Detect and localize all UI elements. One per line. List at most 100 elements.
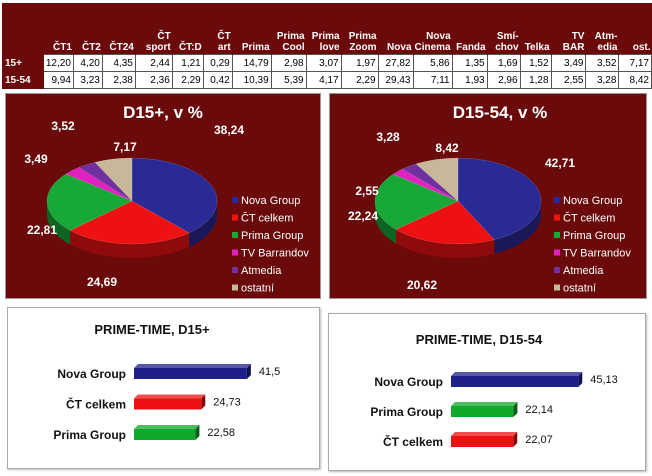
legend-swatch — [554, 284, 560, 291]
bar-side — [201, 394, 206, 410]
table-cell: 1,69 — [486, 54, 521, 72]
table-cell: 7,17 — [618, 54, 652, 72]
table-cell: 3,49 — [550, 54, 587, 72]
legend-swatch — [232, 214, 238, 221]
chart-title: D15-54, v % — [453, 103, 548, 122]
table-cell: 2,44 — [134, 54, 173, 72]
table-corner — [2, 3, 44, 55]
bar-top — [451, 372, 583, 376]
table-cell: 0,42 — [202, 71, 233, 89]
bar-value-label: 45,13 — [590, 374, 618, 386]
pie-slice — [46, 173, 133, 231]
column-header: Telka — [519, 3, 552, 55]
column-header: Atm-edia — [585, 3, 619, 55]
legend-label: Nova Group — [563, 195, 622, 207]
pie-slice — [69, 200, 190, 245]
bar-side — [195, 425, 200, 440]
pie-slice — [374, 173, 459, 230]
table-cell: 9,94 — [42, 71, 74, 89]
legend-label: Prima Group — [563, 230, 625, 242]
table-cell: 3,28 — [585, 71, 620, 89]
table-cell: 2,36 — [134, 71, 173, 89]
pie-slice — [392, 168, 459, 202]
category-label: Prima Group — [370, 405, 443, 419]
bar-panel-prime-d15: PRIME-TIME, D15+ Nova Group 41,5 ČT celkem 2… — [7, 307, 320, 469]
table-body: 15+ 12,20 4,20 4,35 2,44 1,21 0,29 14,79 2,98 3,0… — [2, 54, 652, 89]
legend-swatch — [554, 249, 560, 256]
column-header: ČT1 — [42, 3, 74, 55]
pie-data-label: 3,49 — [24, 152, 48, 166]
bar-value-label: 22,58 — [207, 427, 235, 439]
legend-label: Prima Group — [241, 230, 303, 242]
table-cell: 4,35 — [101, 54, 136, 72]
table-cell: 10,39 — [231, 71, 272, 89]
category-label: Nova Group — [374, 375, 443, 389]
pie-data-label: 2,55 — [355, 184, 379, 198]
column-header: Prima love — [305, 3, 342, 55]
legend-swatch — [232, 249, 238, 256]
table-cell: 5,86 — [412, 54, 453, 72]
bar-top — [134, 425, 200, 429]
legend-swatch — [554, 232, 560, 238]
pie-slice — [415, 157, 459, 202]
bar-side — [513, 432, 518, 447]
table-cell: 1,21 — [171, 54, 204, 72]
pie-data-label: 42,71 — [545, 156, 575, 170]
legend-label: ostatní — [241, 283, 274, 295]
table-cell: 29,43 — [377, 71, 414, 89]
pie-data-label: 22,24 — [348, 209, 378, 223]
legend-label: Atmedia — [563, 265, 604, 277]
chart-title: PRIME-TIME, D15-54 — [416, 332, 543, 347]
table-cell: 1,28 — [519, 71, 552, 89]
legend-swatch — [554, 197, 560, 203]
pie-slice — [78, 162, 133, 202]
bar-value-label: 22,14 — [525, 404, 553, 416]
legend-swatch — [232, 197, 238, 203]
table-cell: 3,23 — [72, 71, 103, 89]
bar-top — [134, 394, 206, 399]
column-header: ČT24 — [101, 3, 136, 55]
bar-panel-prime-d15-54: PRIME-TIME, D15-54 Nova Group 45,13 Prima G… — [328, 313, 646, 471]
pie-panel-d15-54: D15-54, v % 42,71 20,62 22,24 2,55 3,28 8,42 No… — [329, 93, 647, 299]
table-cell: 2,38 — [101, 71, 136, 89]
table-cell: 2,29 — [340, 71, 379, 89]
column-header: TV BAR — [550, 3, 586, 55]
table-row: 15+ 12,20 4,20 4,35 2,44 1,21 0,29 14,79 2,98 3,0… — [2, 54, 652, 72]
legend-label: ČT celkem — [241, 212, 293, 225]
pie-data-label: 24,69 — [87, 275, 117, 289]
legend-label: ČT celkem — [563, 212, 615, 225]
table-cell: 1,35 — [451, 54, 488, 72]
legend-label: TV Barrandov — [241, 248, 309, 260]
chart-title: PRIME-TIME, D15+ — [94, 322, 210, 337]
column-header: ČT sport — [134, 3, 173, 55]
pie-data-label: 38,24 — [214, 123, 244, 137]
table-cell: 2,98 — [270, 54, 307, 72]
pie-slice-side — [70, 230, 190, 258]
column-header: ost. — [618, 3, 652, 55]
pie-slice-side — [395, 229, 495, 258]
category-label: Prima Group — [53, 428, 126, 442]
chart-title: D15+, v % — [123, 103, 203, 122]
table-header-row: ČT1 ČT2 ČT24 ČT sport ČT:D ČT art Prima Prima C… — [2, 3, 652, 55]
table-cell: 1,97 — [340, 54, 379, 72]
pie-slice-side — [47, 201, 71, 245]
table-cell: 4,20 — [72, 54, 103, 72]
column-header: Nova — [377, 3, 413, 55]
pie-data-label: 22,81 — [27, 223, 57, 237]
bar-value-label: 41,5 — [259, 366, 280, 378]
bar-side — [513, 402, 518, 417]
bar-value-label: 24,73 — [213, 397, 241, 409]
legend-swatch — [232, 232, 238, 238]
bar-side — [578, 372, 583, 387]
bar — [134, 398, 202, 410]
table-cell: 2,96 — [486, 71, 521, 89]
bar-side — [246, 364, 251, 379]
table-cell: 7,11 — [412, 71, 453, 89]
column-header: Smí-chov — [486, 3, 521, 55]
table-cell: 1,93 — [451, 71, 488, 89]
bar-chart-prime-d15-54: PRIME-TIME, D15-54 Nova Group 45,13 Prima G… — [370, 332, 618, 449]
legend-swatch — [232, 284, 238, 291]
pie-slice — [131, 157, 218, 234]
column-header: Prima Cool — [270, 3, 307, 55]
pie-slice-side — [494, 201, 541, 254]
